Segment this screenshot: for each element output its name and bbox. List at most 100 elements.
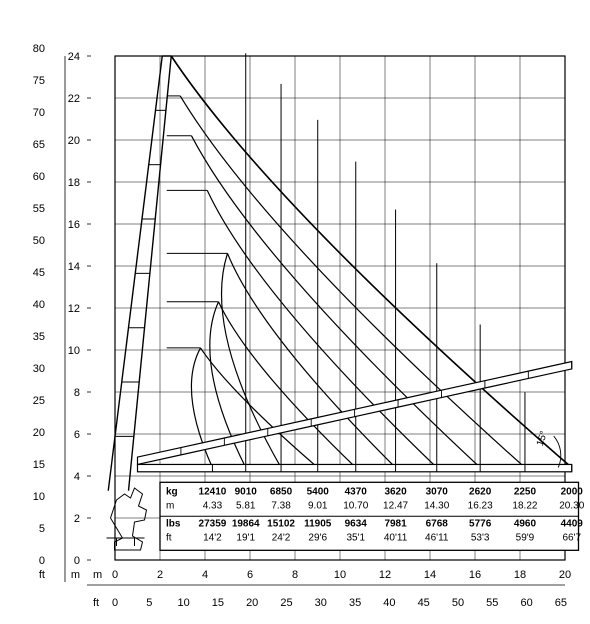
x-ft-tick: 65 <box>555 597 567 609</box>
y-m-tick: 2 <box>74 513 80 525</box>
table-cell: 2000 <box>561 486 584 497</box>
table-cell: 5.81 <box>236 500 256 511</box>
x-unit-m: m <box>93 569 102 581</box>
table-cell: 3620 <box>384 486 407 497</box>
y-m-tick: 8 <box>74 387 80 399</box>
table-cell: 7.38 <box>271 500 291 511</box>
x-m-tick: 18 <box>514 569 526 581</box>
table-cell: 40'11 <box>384 532 408 543</box>
x-ft-tick: 30 <box>315 597 327 609</box>
y-m-tick: 4 <box>74 471 80 483</box>
table-cell: 12.47 <box>383 500 408 511</box>
table-cell: 9.01 <box>308 500 328 511</box>
table-cell: 46'11 <box>425 532 449 543</box>
x-ft-tick: 10 <box>177 597 189 609</box>
x-ft-tick: 35 <box>349 597 361 609</box>
y-m-tick: 0 <box>74 555 80 567</box>
y-ft-tick: 60 <box>33 171 45 183</box>
y-ft-tick: 20 <box>33 427 45 439</box>
y-m-tick: 6 <box>74 429 80 441</box>
table-cell: 19'1 <box>236 532 255 543</box>
y-ft-tick: 30 <box>33 363 45 375</box>
x-m-tick: 14 <box>424 569 436 581</box>
y-m-tick: 14 <box>68 261 80 273</box>
x-m-tick: 16 <box>469 569 481 581</box>
table-cell: 27359 <box>199 518 227 529</box>
x-unit-ft: ft <box>93 597 99 609</box>
y-m-tick: 18 <box>68 177 80 189</box>
x-ft-tick: 5 <box>146 597 152 609</box>
y-ft-tick: 55 <box>33 203 45 215</box>
table-row-label: ft <box>166 532 172 543</box>
table-cell: 9010 <box>235 486 258 497</box>
table-cell: 19864 <box>232 518 260 529</box>
table-cell: 59'9 <box>516 532 535 543</box>
table-row-label: m <box>166 500 174 511</box>
x-m-tick: 0 <box>112 569 118 581</box>
y-ft-tick: 0 <box>39 555 45 567</box>
table-cell: 14'2 <box>203 532 222 543</box>
table-cell: 4960 <box>514 518 537 529</box>
table-cell: 2250 <box>514 486 537 497</box>
x-m-tick: 12 <box>379 569 391 581</box>
y-ft-tick: 50 <box>33 235 45 247</box>
y-ft-tick: 15 <box>33 459 45 471</box>
x-m-tick: 4 <box>202 569 208 581</box>
x-ft-tick: 40 <box>383 597 395 609</box>
table-cell: 6768 <box>426 518 449 529</box>
table-cell: 5776 <box>469 518 492 529</box>
x-ft-tick: 20 <box>246 597 258 609</box>
table-cell: 2620 <box>469 486 492 497</box>
table-cell: 5400 <box>307 486 330 497</box>
x-m-tick: 20 <box>559 569 571 581</box>
y-ft-tick: 25 <box>33 395 45 407</box>
y-m-tick: 12 <box>68 303 80 315</box>
table-cell: 4.33 <box>203 500 223 511</box>
x-ft-tick: 55 <box>486 597 498 609</box>
table-cell: 15102 <box>267 518 295 529</box>
table-cell: 66'7 <box>562 532 581 543</box>
y-m-tick: 20 <box>68 135 80 147</box>
y-ft-tick: 40 <box>33 299 45 311</box>
table-cell: 7981 <box>384 518 407 529</box>
y-ft-tick: 35 <box>33 331 45 343</box>
x-ft-tick: 50 <box>452 597 464 609</box>
table-cell: 53'3 <box>471 532 490 543</box>
table-cell: 16.23 <box>468 500 493 511</box>
y-ft-tick: 45 <box>33 267 45 279</box>
table-cell: 6850 <box>270 486 293 497</box>
x-m-tick: 10 <box>334 569 346 581</box>
load-table: kg 12410 9010 6850 5400 4370 3620 3070 2620 2250 2… <box>160 482 585 550</box>
y-ft-tick: 75 <box>33 75 45 87</box>
y-ft-tick: 80 <box>33 43 45 55</box>
table-cell: 14.30 <box>424 500 449 511</box>
table-cell: 29'6 <box>308 532 327 543</box>
y-ft-tick: 65 <box>33 139 45 151</box>
x-ft-tick: 45 <box>418 597 430 609</box>
y-unit-ft: ft <box>39 569 45 581</box>
table-cell: 4409 <box>561 518 584 529</box>
y-m-tick: 24 <box>68 51 80 63</box>
table-cell: 4370 <box>345 486 368 497</box>
table-cell: 18.22 <box>512 500 537 511</box>
x-ft-tick: 0 <box>112 597 118 609</box>
x-m-tick: 6 <box>247 569 253 581</box>
table-cell: 12410 <box>199 486 227 497</box>
y-m-tick: 10 <box>68 345 80 357</box>
table-cell: 9634 <box>345 518 368 529</box>
y-m-tick: 16 <box>68 219 80 231</box>
table-row-label: kg <box>166 486 178 497</box>
y-ft-tick: 5 <box>39 523 45 535</box>
table-cell: 10.70 <box>343 500 368 511</box>
table-row-label: lbs <box>166 518 181 529</box>
table-cell: 20.30 <box>559 500 584 511</box>
table-cell: 11905 <box>304 518 332 529</box>
x-m-tick: 2 <box>157 569 163 581</box>
x-ft-tick: 25 <box>280 597 292 609</box>
table-cell: 3070 <box>426 486 449 497</box>
x-ft-tick: 60 <box>520 597 532 609</box>
x-ft-tick: 15 <box>212 597 224 609</box>
table-cell: 24'2 <box>272 532 291 543</box>
table-cell: 35'1 <box>346 532 365 543</box>
y-ft-tick: 10 <box>33 491 45 503</box>
